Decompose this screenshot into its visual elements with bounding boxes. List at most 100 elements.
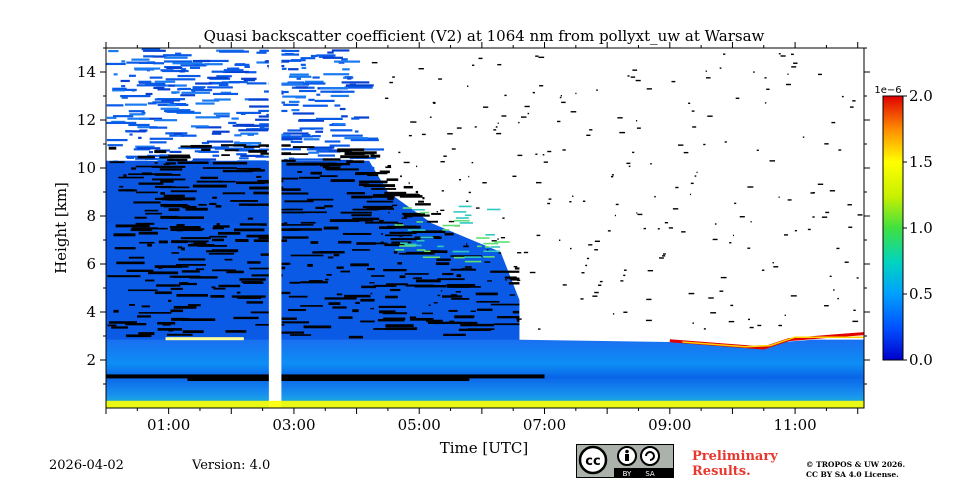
noise-streak — [415, 279, 441, 283]
noise-streak — [307, 263, 313, 267]
noise-streak — [177, 161, 209, 164]
noise-strip — [351, 117, 360, 120]
noise-streak — [152, 178, 186, 181]
noise-strip — [128, 74, 136, 77]
noise-dot — [623, 311, 628, 313]
noise-strip — [276, 49, 300, 53]
noise-streak — [183, 227, 199, 230]
noise-streak — [167, 158, 188, 162]
colorbar-exponent: 1e−6 — [874, 85, 901, 96]
colorbar-ticks: 0.0 0.5 1.0 1.5 2.0 — [903, 87, 933, 369]
noise-dot — [469, 315, 475, 318]
noise-dot — [582, 200, 586, 202]
noise-dot — [569, 247, 572, 250]
noise-dot — [783, 234, 789, 236]
noise-strip — [136, 147, 161, 150]
noise-strip — [136, 84, 166, 87]
date-label: 2026-04-02 — [49, 458, 124, 473]
noise-dot — [412, 277, 418, 280]
noise-dot — [824, 305, 829, 307]
noise-streak — [414, 284, 447, 288]
noise-streak — [188, 228, 203, 232]
noise-strip — [149, 141, 167, 144]
noise-strip — [316, 93, 321, 96]
noise-streak — [276, 262, 291, 266]
noise-streak — [195, 268, 205, 271]
noise-strip — [282, 95, 307, 98]
noise-strip — [345, 84, 374, 87]
noise-dot — [475, 207, 480, 209]
noise-streak — [418, 200, 425, 203]
noise-streak — [170, 309, 184, 313]
noise-dot — [570, 111, 577, 113]
noise-streak — [135, 165, 159, 168]
noise-dot — [371, 61, 378, 64]
noise-streak — [160, 192, 166, 195]
noise-streak — [404, 273, 429, 275]
noise-dot — [757, 324, 762, 327]
noise-dot — [821, 216, 828, 218]
noise-strip — [112, 89, 125, 92]
noise-dot — [470, 310, 476, 312]
noise-streak — [250, 311, 277, 314]
noise-dot — [542, 154, 545, 156]
noise-streak — [490, 303, 520, 306]
noise-strip — [350, 138, 379, 142]
noise-dot — [791, 66, 797, 68]
noise-dot — [772, 262, 774, 264]
noise-streak — [352, 208, 379, 211]
noise-streak — [281, 321, 310, 324]
noise-streak — [230, 200, 258, 202]
noise-streak — [323, 226, 339, 230]
noise-strip — [331, 90, 355, 93]
noise-dot — [547, 202, 551, 205]
noise-strip — [121, 84, 126, 88]
noise-strip — [138, 61, 155, 65]
noise-streak — [167, 299, 172, 302]
aerosol-patch — [464, 256, 482, 258]
noise-dot — [370, 307, 375, 310]
noise-dot — [730, 304, 734, 307]
noise-streak — [340, 155, 370, 159]
aerosol-patch — [487, 208, 501, 211]
noise-strip — [213, 112, 230, 115]
noise-strip — [160, 107, 180, 110]
noise-dot — [853, 309, 856, 312]
noise-dot — [841, 95, 844, 98]
noise-streak — [351, 214, 372, 217]
noise-streak — [330, 179, 355, 182]
noise-strip — [231, 117, 239, 120]
noise-dot — [426, 252, 432, 255]
noise-strip — [195, 82, 213, 85]
noise-dot — [491, 240, 497, 242]
noise-dot — [418, 68, 424, 70]
aerosol-patch — [407, 229, 426, 231]
noise-streak — [182, 330, 204, 334]
noise-dot — [562, 284, 567, 286]
preliminary-line-1: Preliminary — [692, 449, 778, 464]
noise-streak — [113, 309, 119, 313]
noise-streak — [497, 316, 520, 319]
aerosol-patch — [399, 245, 416, 247]
noise-strip — [195, 102, 215, 105]
noise-dot — [435, 322, 439, 325]
noise-streak — [378, 305, 407, 309]
noise-dot — [780, 55, 786, 57]
noise-streak — [421, 312, 433, 315]
noise-streak — [355, 172, 365, 176]
noise-dot — [440, 160, 445, 163]
noise-strip — [122, 88, 137, 92]
noise-streak — [514, 267, 520, 270]
noise-streak — [436, 258, 451, 261]
noise-streak — [206, 250, 238, 253]
noise-strip — [171, 91, 177, 94]
noise-streak — [450, 255, 482, 257]
y-tick-label: 10 — [77, 159, 96, 177]
noise-dot — [472, 64, 475, 66]
noise-strip — [141, 48, 161, 51]
noise-streak — [192, 184, 227, 188]
noise-strip — [245, 71, 257, 74]
noise-streak — [387, 197, 394, 200]
noise-streak — [426, 319, 443, 323]
noise-streak — [365, 221, 399, 224]
